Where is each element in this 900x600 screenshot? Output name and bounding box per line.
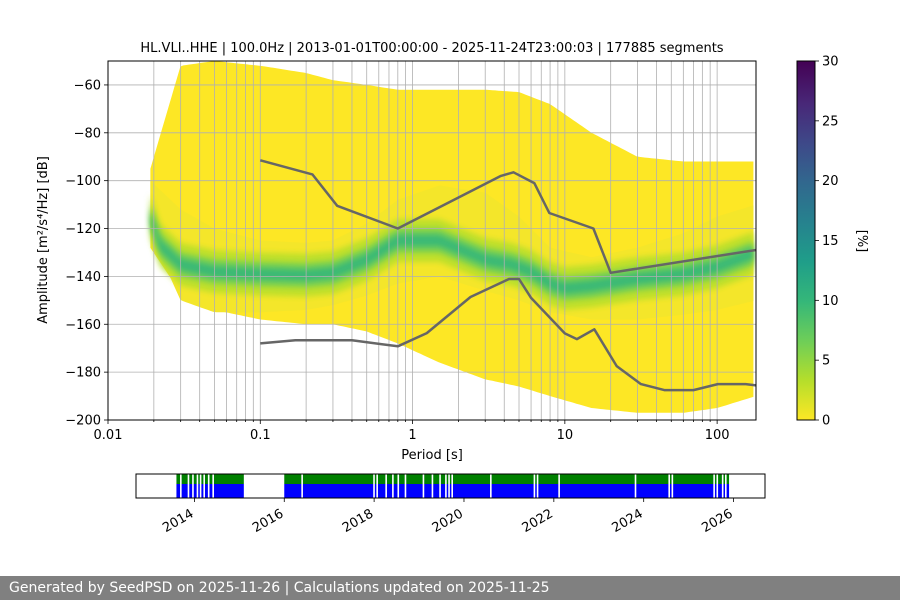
availability-tick-label: 2014 xyxy=(160,506,196,536)
availability-gap xyxy=(490,474,492,498)
x-axis-label: Period [s] xyxy=(401,448,463,463)
availability-gap xyxy=(713,474,715,498)
colorbar-ticks: 0 5 10 15 20 25 30 xyxy=(815,55,839,429)
x-tick-label: 1 xyxy=(408,428,416,443)
availability-gaps-strip xyxy=(176,474,244,484)
noise-models xyxy=(259,159,756,392)
x-tick-label: 0.1 xyxy=(250,428,271,443)
availability-tick-label: 2020 xyxy=(430,506,466,536)
y-tick-label: −120 xyxy=(65,222,101,237)
y-tick-label: −80 xyxy=(74,126,101,141)
psd-heatmap xyxy=(150,61,754,413)
availability-gap xyxy=(451,474,453,498)
availability-gap xyxy=(192,474,194,498)
y-tick-label: −180 xyxy=(65,366,101,381)
colorbar-label: [%] xyxy=(854,230,869,253)
availability-gap xyxy=(431,474,434,498)
footer-text: Generated by SeedPSD on 2025-11-26 | Cal… xyxy=(9,580,550,596)
availability-gap xyxy=(668,474,671,498)
plot-frame xyxy=(107,60,757,421)
availability-gap xyxy=(404,474,407,498)
availability-gap xyxy=(196,474,199,498)
availability-gap xyxy=(376,474,378,498)
availability-gap xyxy=(634,474,637,498)
nhnm-curve xyxy=(259,159,756,275)
availability-gap xyxy=(721,474,724,498)
availability-gap xyxy=(180,474,182,498)
y-tick-label: −200 xyxy=(65,414,101,429)
colorbar-tick-label: 25 xyxy=(822,114,839,129)
availability-frame xyxy=(135,473,766,499)
availability-gap xyxy=(397,474,400,498)
availability-gap xyxy=(392,474,394,498)
colorbar-tick-label: 20 xyxy=(822,174,839,189)
availability-gap xyxy=(187,474,190,498)
availability-gap xyxy=(558,474,560,498)
availability-gap xyxy=(533,474,536,498)
availability-tick-label: 2018 xyxy=(340,506,376,536)
nlnm-curve xyxy=(260,277,756,392)
availability-gap xyxy=(536,474,539,498)
footer-bar: Generated by SeedPSD on 2025-11-26 | Cal… xyxy=(0,576,900,600)
y-tick-label: −100 xyxy=(65,174,101,189)
availability-gap xyxy=(373,474,375,498)
heatmap-ridge-2 xyxy=(150,210,754,294)
availability-data-strip xyxy=(284,484,730,498)
availability-gap xyxy=(207,474,210,498)
availability-gap xyxy=(445,474,447,498)
availability-gap xyxy=(716,474,719,498)
y-tick-label: −60 xyxy=(74,78,101,93)
availability-data-strip xyxy=(176,484,244,498)
y-axis-label: Amplitude [m²/s⁴/Hz] [dB] xyxy=(36,156,51,324)
colorbar xyxy=(796,60,816,421)
availability-gap xyxy=(301,474,303,498)
availability-gap xyxy=(212,474,214,498)
chart-title: HL.VLI..HHE | 100.0Hz | 2013-01-01T00:00… xyxy=(140,41,723,56)
x-tick-label: 0.01 xyxy=(94,428,123,443)
availability-tick-label: 2016 xyxy=(250,506,286,536)
availability-gap xyxy=(203,474,205,498)
psd-figure: HL.VLI..HHE | 100.0Hz | 2013-01-01T00:00… xyxy=(36,41,869,536)
x-tick-label: 10 xyxy=(557,428,574,443)
availability-tick-label: 2026 xyxy=(699,506,735,536)
colorbar-tick-label: 5 xyxy=(822,354,830,369)
availability-gap xyxy=(671,474,674,498)
colorbar-tick-label: 30 xyxy=(822,55,839,70)
availability-bar xyxy=(176,474,730,498)
colorbar-tick-label: 10 xyxy=(822,294,839,309)
availability-gap xyxy=(422,474,425,498)
availability-gap xyxy=(725,474,727,498)
y-tick-label: −140 xyxy=(65,270,101,285)
y-tick-label: −160 xyxy=(65,318,101,333)
availability-gap xyxy=(439,474,441,498)
x-axis-ticks: 0.01 0.1 1 10 100 xyxy=(94,420,730,443)
x-tick-label: 100 xyxy=(705,428,730,443)
availability-gap xyxy=(448,474,450,498)
availability-axis: 2014 2016 2018 2020 2022 2024 2026 xyxy=(160,498,736,536)
availability-tick-label: 2024 xyxy=(610,506,646,536)
colorbar-tick-label: 15 xyxy=(822,234,839,249)
availability-gaps-strip xyxy=(284,474,730,484)
availability-gap xyxy=(385,474,387,498)
y-axis-ticks: −200 −180 −160 −140 −120 −100 −80 −60 xyxy=(65,78,108,429)
availability-tick-label: 2022 xyxy=(520,506,556,536)
availability-gap xyxy=(199,474,202,498)
colorbar-tick-label: 0 xyxy=(822,414,830,429)
